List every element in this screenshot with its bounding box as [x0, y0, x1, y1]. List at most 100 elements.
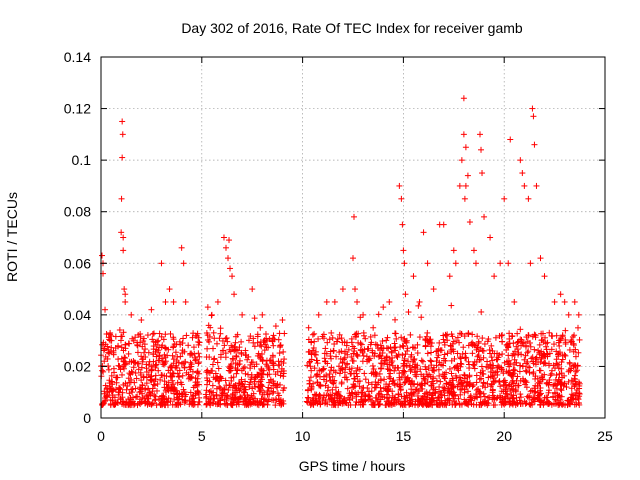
data-point	[316, 398, 323, 405]
data-point	[514, 401, 521, 408]
data-point	[132, 369, 139, 376]
data-point	[426, 389, 433, 396]
data-point	[523, 368, 530, 375]
data-point	[380, 360, 387, 367]
data-point	[376, 401, 383, 408]
data-point	[349, 395, 356, 402]
data-point	[570, 348, 577, 355]
data-point	[511, 361, 518, 368]
data-point	[528, 400, 535, 407]
data-point	[430, 364, 437, 371]
data-point	[270, 332, 277, 339]
data-point	[517, 326, 524, 333]
data-point	[249, 385, 256, 392]
data-point	[571, 383, 578, 390]
data-point	[259, 311, 266, 318]
x-axis-label: GPS time / hours	[299, 458, 406, 474]
data-point	[305, 395, 312, 402]
data-point	[441, 387, 448, 394]
data-point	[115, 362, 122, 369]
data-point	[492, 401, 499, 408]
data-point	[393, 352, 400, 359]
data-point	[238, 380, 245, 387]
data-point	[468, 400, 475, 407]
data-point	[119, 333, 126, 340]
data-point	[138, 385, 145, 392]
data-point	[479, 335, 486, 342]
data-point	[356, 378, 363, 385]
data-point	[169, 352, 176, 359]
data-point	[524, 358, 531, 365]
data-point	[530, 369, 537, 376]
data-point	[127, 394, 134, 401]
data-point	[307, 358, 314, 365]
data-point	[461, 372, 468, 379]
data-point	[386, 394, 393, 401]
data-point	[323, 298, 330, 305]
data-point	[272, 323, 279, 330]
data-point	[276, 350, 283, 357]
data-point	[444, 389, 451, 396]
data-point	[514, 339, 521, 346]
data-point	[496, 378, 503, 385]
data-point	[322, 345, 329, 352]
data-point	[471, 395, 478, 402]
data-point	[238, 349, 245, 356]
data-point	[507, 387, 514, 394]
data-point	[544, 339, 551, 346]
data-point	[121, 365, 128, 372]
data-point	[107, 400, 114, 407]
data-point	[518, 342, 525, 349]
data-point	[408, 366, 415, 373]
data-point	[524, 393, 531, 400]
data-point	[505, 260, 512, 267]
data-point	[506, 335, 513, 342]
data-point	[322, 400, 329, 407]
data-point	[323, 392, 330, 399]
data-point	[411, 345, 418, 352]
data-point	[213, 385, 220, 392]
data-point	[222, 354, 229, 361]
data-point	[505, 344, 512, 351]
data-point	[422, 363, 429, 370]
data-point	[576, 336, 583, 343]
data-point	[170, 356, 177, 363]
data-point	[242, 398, 249, 405]
data-point	[375, 345, 382, 352]
data-point	[328, 355, 335, 362]
data-point	[415, 302, 422, 309]
data-point	[145, 385, 152, 392]
data-point	[571, 332, 578, 339]
data-point	[149, 330, 156, 337]
data-point	[270, 360, 277, 367]
data-point	[132, 334, 139, 341]
data-point	[266, 379, 273, 386]
data-point	[152, 364, 159, 371]
data-point	[115, 342, 122, 349]
data-point	[576, 401, 583, 408]
data-point	[327, 367, 334, 374]
data-point	[215, 400, 222, 407]
data-point	[347, 370, 354, 377]
data-point	[120, 358, 127, 365]
data-point	[407, 353, 414, 360]
data-point	[517, 391, 524, 398]
data-point	[169, 372, 176, 379]
data-point	[499, 332, 506, 339]
data-point	[237, 385, 244, 392]
data-point	[156, 353, 163, 360]
data-point	[401, 355, 408, 362]
data-point	[428, 349, 435, 356]
data-point	[545, 387, 552, 394]
data-point	[327, 395, 334, 402]
data-point	[561, 298, 568, 305]
data-point	[217, 373, 224, 380]
data-point	[207, 324, 214, 331]
data-point	[256, 384, 263, 391]
data-point	[247, 396, 254, 403]
data-point	[472, 260, 479, 267]
data-point	[398, 195, 405, 202]
data-point	[498, 399, 505, 406]
data-point	[506, 363, 513, 370]
data-point	[224, 338, 231, 345]
